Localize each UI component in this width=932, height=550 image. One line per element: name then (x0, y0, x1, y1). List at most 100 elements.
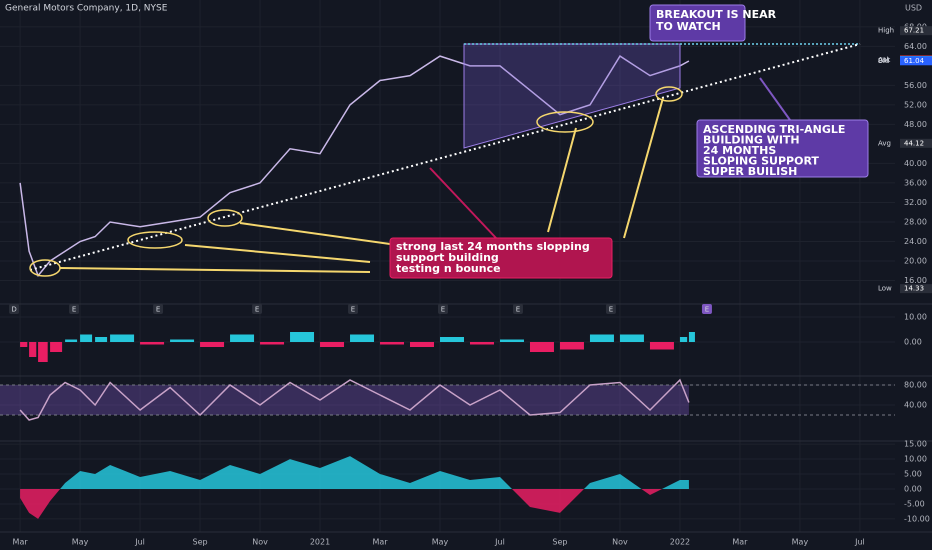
histogram-bar (320, 342, 345, 347)
y-tick-label: 10.00 (904, 313, 927, 322)
y-tick-label: 64.00 (904, 42, 927, 51)
y-tick-label: 16.00 (904, 276, 927, 285)
event-label: E (72, 306, 76, 314)
y-tick-label: 40.00 (904, 401, 927, 410)
x-tick-label: May (792, 538, 809, 547)
x-tick-label: Jul (854, 538, 865, 547)
oscillator-area (20, 488, 662, 519)
x-tick-label: 2022 (670, 538, 690, 547)
y-tick-label: 24.00 (904, 237, 927, 246)
event-marker (701, 304, 712, 314)
histogram-bar (50, 342, 63, 352)
highlight (655, 86, 683, 102)
price-line (19, 55, 690, 278)
x-tick-label: May (432, 538, 449, 547)
highlight (127, 231, 183, 249)
y-tick-label: 80.00 (904, 381, 927, 390)
annotation-text: 24 MONTHS (703, 144, 776, 157)
y-tick-label: 0.00 (904, 338, 922, 347)
histogram-bar (440, 337, 464, 342)
price-tag (900, 284, 932, 294)
callout-line (759, 77, 791, 121)
y-tick-label: -5.00 (904, 499, 925, 508)
event-marker (153, 304, 164, 314)
event-label: E (255, 306, 259, 314)
x-tick-label: Nov (252, 538, 268, 547)
highlight (536, 111, 594, 133)
annotation-text: BUILDING WITH (703, 134, 800, 147)
x-tick-label: Mar (13, 538, 29, 547)
histogram-bar (559, 342, 584, 350)
price-tag-value: 14.33 (904, 285, 924, 293)
histogram-bar (29, 342, 37, 357)
histogram-bar (290, 332, 315, 342)
event-marker (69, 304, 80, 314)
x-tick-label: Nov (612, 538, 628, 547)
x-tick-label: Sep (193, 538, 208, 547)
price-tag-name: Ask (878, 56, 891, 64)
price-tag-name: Avg (878, 139, 891, 147)
histogram-bar (80, 334, 93, 342)
y-tick-label: 0.00 (904, 484, 922, 493)
annotation-text: TO WATCH (656, 20, 721, 33)
histogram-bar (469, 342, 494, 345)
histogram-bar (200, 342, 225, 347)
annotation-box (389, 237, 613, 279)
event-label: E (156, 306, 160, 314)
histogram-bar (65, 339, 78, 342)
support-line (29, 43, 861, 271)
x-tick-label: Jul (134, 538, 145, 547)
histogram-bar (170, 339, 195, 342)
y-tick-label: 36.00 (904, 178, 927, 187)
y-tick-label: 10.00 (904, 455, 927, 464)
y-tick-label: 15.00 (904, 440, 927, 449)
event-marker (438, 304, 449, 314)
x-tick-label: 2021 (310, 538, 330, 547)
annotation-box (696, 119, 869, 178)
annotation-text: testing n bounce (396, 262, 501, 275)
event-marker (605, 304, 616, 314)
y-tick-label: 28.00 (904, 217, 927, 226)
x-tick-label: Sep (552, 538, 567, 547)
event-label: D (11, 306, 16, 314)
y-tick-label: 56.00 (904, 81, 927, 90)
y-tick-label: -10.00 (904, 514, 930, 523)
x-tick-label: May (72, 538, 89, 547)
price-tag (900, 56, 932, 66)
y-tick-label: 52.00 (904, 100, 927, 109)
y-tick-label: 40.00 (904, 159, 927, 168)
histogram-bar (260, 342, 285, 345)
x-tick-label: Mar (372, 538, 388, 547)
event-marker (9, 304, 20, 314)
currency: USD (905, 4, 922, 13)
price-tag (900, 138, 932, 148)
histogram-bar (380, 342, 405, 345)
price-tag-name: Bid (878, 57, 889, 65)
oscillator-area (20, 456, 689, 489)
histogram-bar (679, 337, 688, 342)
annotation-text: BREAKOUT IS NEAR (656, 8, 777, 21)
price-tag-value: 44.12 (904, 139, 924, 147)
histogram-bar (499, 339, 524, 342)
histogram-bar (529, 342, 554, 352)
highlight (207, 209, 243, 227)
price-tag-name: GM (878, 56, 889, 64)
annotation-text: ASCENDING TRI-ANGLE (703, 123, 845, 136)
arrows (59, 97, 664, 273)
histogram-bar (110, 334, 135, 342)
annotation-text: SUPER BUILISH (703, 165, 797, 178)
callout-line (429, 167, 497, 239)
histogram-bar (410, 342, 435, 347)
histogram-bar (350, 334, 375, 342)
x-tick-label: Mar (732, 538, 748, 547)
price-line (19, 378, 690, 421)
annotation-box (649, 4, 746, 42)
y-tick-label: 5.00 (904, 470, 922, 479)
histogram-bar (38, 342, 48, 362)
event-label: E (609, 306, 613, 314)
histogram-bar (140, 342, 165, 345)
price-tag (900, 26, 932, 36)
event-label: E (351, 306, 355, 314)
y-tick-label: 32.00 (904, 198, 927, 207)
y-tick-label: 48.00 (904, 120, 927, 129)
